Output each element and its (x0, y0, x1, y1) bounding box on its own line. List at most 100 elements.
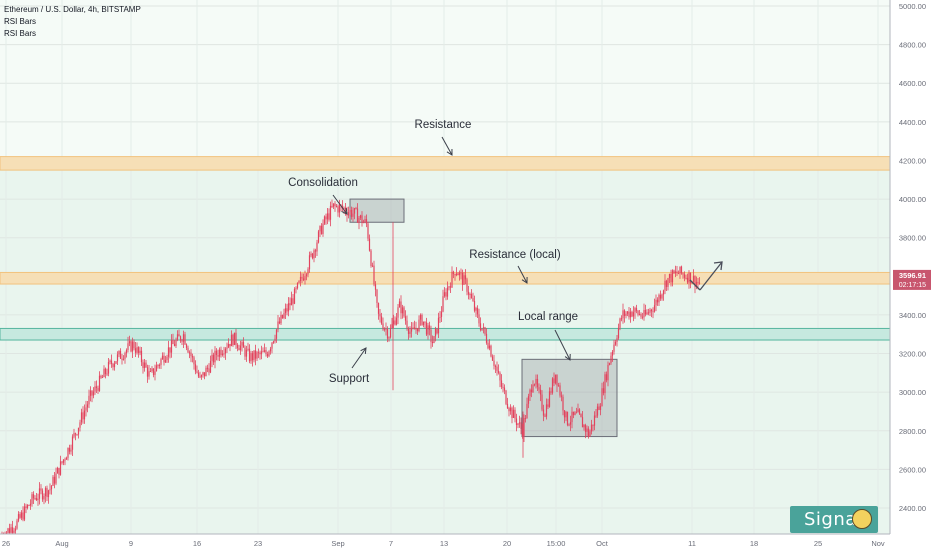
candle-body (82, 412, 84, 420)
candle-body (464, 275, 467, 280)
candle-body (286, 308, 288, 312)
candle-body (410, 327, 413, 332)
candle-body (533, 384, 536, 386)
candle-body (466, 279, 468, 292)
candle-body (202, 372, 204, 376)
candle-body (488, 345, 491, 349)
candle-body (625, 313, 627, 316)
candle-body (46, 488, 48, 498)
candle-body (242, 342, 245, 348)
candle-body (574, 412, 576, 415)
candle-countdown: 02:17:15 (899, 282, 926, 289)
candle-body (136, 347, 138, 353)
candle-body (238, 348, 240, 351)
candle-body (668, 273, 671, 279)
candle-body (539, 389, 542, 395)
y-tick-label: 2400.00 (899, 504, 926, 513)
candle-body (434, 328, 437, 337)
candle-body (302, 278, 305, 281)
candle-body (304, 276, 306, 281)
candle-body (295, 288, 297, 290)
candle-body (98, 375, 101, 391)
candle-body (184, 334, 186, 345)
candle-body (674, 271, 677, 274)
candle-body (166, 356, 168, 361)
y-tick-label: 4600.00 (899, 79, 926, 88)
candle-body (305, 274, 308, 277)
candle-body (436, 328, 438, 334)
annotation-arrow (351, 347, 367, 369)
x-tick-label: 13 (440, 539, 448, 548)
candle-body (694, 275, 696, 287)
candle-body (196, 371, 198, 373)
candle-body (215, 350, 218, 355)
candle-body (397, 307, 399, 318)
candle-body (688, 272, 690, 283)
candle-body (191, 356, 194, 358)
candle-body (104, 368, 107, 374)
candle-body (49, 489, 51, 491)
candle-body (73, 433, 75, 437)
candle-body (650, 309, 653, 312)
candle-body (572, 411, 575, 415)
candle-body (59, 461, 62, 475)
candle-body (163, 355, 165, 363)
candle-body (355, 208, 357, 210)
candle-body (578, 409, 581, 414)
candle-body (212, 354, 215, 363)
candle-body (460, 272, 462, 274)
candle-body (413, 327, 416, 330)
candle-body (283, 313, 285, 318)
candle-body (278, 321, 281, 324)
candle-body (68, 447, 71, 452)
candle-body (656, 299, 659, 303)
candle-body (310, 253, 312, 256)
candle-body (127, 343, 129, 350)
annotation-arrowhead (341, 207, 348, 215)
candle-body (373, 265, 375, 285)
candle-body (370, 250, 372, 266)
candle-body (292, 298, 294, 304)
candle-body (31, 494, 33, 504)
candle-body (587, 428, 590, 437)
candle-body (683, 274, 686, 278)
candle-body (181, 340, 183, 342)
candle-body (383, 328, 386, 330)
candle-body (254, 350, 257, 359)
annotation-arrowhead (564, 353, 571, 361)
time-axis[interactable] (0, 534, 890, 550)
candle-body (224, 348, 227, 354)
candle-body (14, 528, 17, 531)
candle-body (55, 473, 57, 484)
candle-body (499, 372, 501, 381)
candle-body (77, 427, 80, 435)
candle-body (677, 273, 680, 275)
candle-body (589, 431, 591, 437)
candle-body (170, 339, 173, 353)
candle-body (187, 347, 189, 353)
candle-body (199, 376, 201, 378)
candle-body (388, 337, 390, 339)
candle-body (518, 422, 521, 424)
candle-body (22, 512, 24, 520)
candle-body (419, 314, 422, 320)
candle-body (50, 485, 53, 490)
plot-upper-band (0, 0, 890, 157)
candle-body (182, 334, 185, 342)
candle-body (331, 205, 333, 207)
candle-body (644, 309, 647, 315)
candle-body (671, 270, 674, 283)
candle-body (503, 387, 506, 391)
candle-body (415, 327, 417, 330)
candle-body (265, 350, 267, 355)
candle-body (245, 349, 248, 357)
candle-body (100, 375, 102, 378)
candle-body (79, 422, 81, 428)
candle-body (248, 348, 251, 362)
candle-body (526, 403, 528, 419)
annotation-arrow (441, 136, 453, 156)
candle-body (317, 231, 320, 243)
candle-body (173, 344, 176, 347)
candle-body (17, 514, 20, 521)
